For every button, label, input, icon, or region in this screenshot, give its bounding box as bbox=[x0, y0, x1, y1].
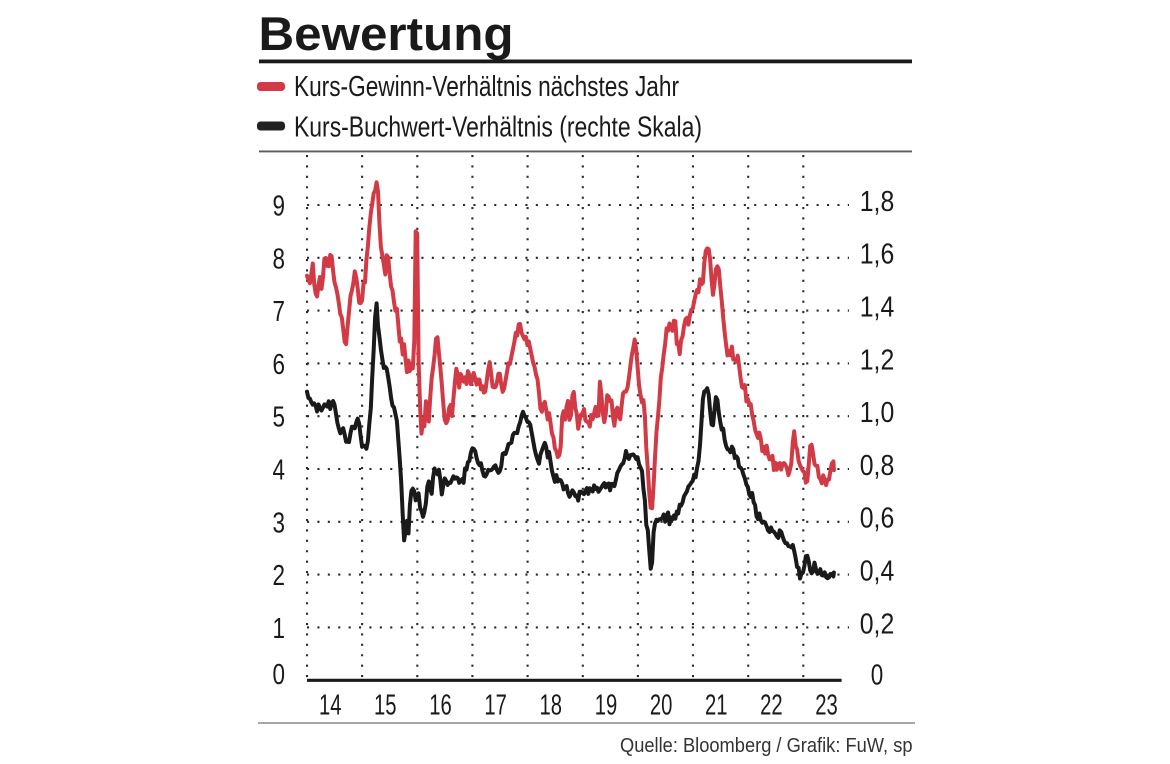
svg-text:6: 6 bbox=[273, 349, 286, 381]
svg-text:0,2: 0,2 bbox=[860, 608, 895, 640]
svg-text:21: 21 bbox=[705, 690, 728, 722]
svg-text:18: 18 bbox=[540, 690, 563, 722]
svg-text:3: 3 bbox=[273, 507, 286, 539]
svg-text:1,4: 1,4 bbox=[860, 292, 895, 324]
svg-text:0: 0 bbox=[273, 659, 286, 691]
svg-text:22: 22 bbox=[760, 690, 783, 722]
svg-text:Bewertung: Bewertung bbox=[259, 8, 514, 61]
svg-text:23: 23 bbox=[815, 690, 838, 722]
svg-text:1,2: 1,2 bbox=[860, 344, 895, 376]
svg-text:1: 1 bbox=[273, 613, 286, 645]
svg-text:0: 0 bbox=[871, 660, 884, 692]
svg-text:0,8: 0,8 bbox=[860, 450, 895, 482]
svg-text:14: 14 bbox=[319, 690, 342, 722]
svg-text:16: 16 bbox=[429, 690, 452, 722]
svg-text:8: 8 bbox=[273, 243, 286, 275]
svg-text:15: 15 bbox=[374, 690, 397, 722]
svg-text:7: 7 bbox=[273, 296, 286, 328]
svg-text:Kurs-Buchwert-Verhältnis (rech: Kurs-Buchwert-Verhältnis (rechte Skala) bbox=[294, 112, 702, 144]
svg-text:5: 5 bbox=[273, 402, 286, 434]
svg-text:9: 9 bbox=[273, 191, 286, 223]
svg-text:1,0: 1,0 bbox=[860, 397, 895, 429]
svg-text:Quelle: Bloomberg / Grafik: Fu: Quelle: Bloomberg / Grafik: FuW, sp bbox=[620, 734, 913, 757]
svg-text:0,6: 0,6 bbox=[860, 503, 895, 535]
svg-text:0,4: 0,4 bbox=[860, 556, 895, 588]
svg-text:20: 20 bbox=[650, 690, 673, 722]
svg-text:1,6: 1,6 bbox=[860, 239, 895, 271]
svg-text:2: 2 bbox=[273, 560, 286, 592]
svg-text:4: 4 bbox=[273, 455, 286, 487]
svg-text:Kurs-Gewinn-Verhältnis nächste: Kurs-Gewinn-Verhältnis nächstes Jahr bbox=[294, 71, 679, 103]
svg-text:1,8: 1,8 bbox=[860, 186, 895, 218]
svg-text:17: 17 bbox=[484, 690, 507, 722]
svg-text:19: 19 bbox=[595, 690, 618, 722]
